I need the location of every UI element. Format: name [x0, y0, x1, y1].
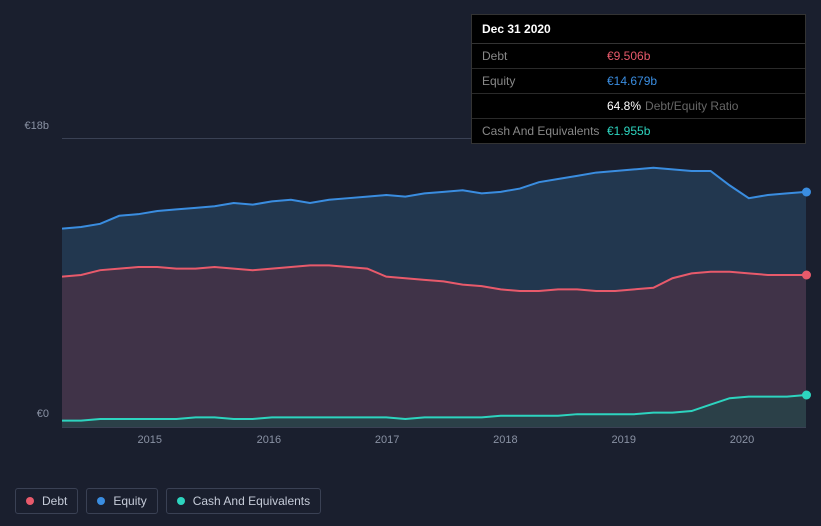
legend-item[interactable]: Equity — [86, 488, 157, 514]
x-axis-label: 2015 — [138, 434, 162, 446]
debt-area — [62, 265, 806, 427]
tooltip-row: 64.8%Debt/Equity Ratio — [472, 94, 805, 119]
x-axis-label: 2018 — [493, 434, 517, 446]
tooltip-row-label — [482, 99, 607, 113]
chart: €18b €0 2015 2016 2017 2018 2019 2020 — [15, 120, 806, 476]
tooltip-row-label: Cash And Equivalents — [482, 124, 607, 138]
tooltip-row: Cash And Equivalents€1.955b — [472, 119, 805, 143]
legend-swatch — [177, 497, 185, 505]
legend-item[interactable]: Debt — [15, 488, 78, 514]
legend-swatch — [26, 497, 34, 505]
tooltip-date: Dec 31 2020 — [472, 15, 805, 44]
data-tooltip: Dec 31 2020 Debt€9.506bEquity€14.679b64.… — [471, 14, 806, 144]
x-axis: 2015 2016 2017 2018 2019 2020 — [62, 434, 806, 454]
debt-endpoint-dot — [802, 271, 811, 280]
legend-label: Debt — [42, 494, 67, 508]
x-axis-label: 2017 — [375, 434, 399, 446]
legend-swatch — [97, 497, 105, 505]
x-axis-label: 2016 — [257, 434, 281, 446]
y-axis-label-max: €18b — [25, 120, 49, 132]
tooltip-row-value: €9.506b — [607, 49, 650, 63]
chart-svg — [62, 139, 806, 427]
tooltip-row-value: €14.679b — [607, 74, 657, 88]
tooltip-row: Debt€9.506b — [472, 44, 805, 69]
cash-endpoint-dot — [802, 391, 811, 400]
plot-area — [62, 138, 806, 428]
equity-endpoint-dot — [802, 187, 811, 196]
legend: Debt Equity Cash And Equivalents — [15, 488, 321, 514]
x-axis-label: 2020 — [730, 434, 754, 446]
tooltip-row-label: Equity — [482, 74, 607, 88]
legend-label: Cash And Equivalents — [193, 494, 310, 508]
legend-item[interactable]: Cash And Equivalents — [166, 488, 321, 514]
tooltip-row-value: 64.8%Debt/Equity Ratio — [607, 99, 738, 113]
x-axis-label: 2019 — [611, 434, 635, 446]
tooltip-row-value: €1.955b — [607, 124, 650, 138]
tooltip-row-label: Debt — [482, 49, 607, 63]
y-axis: €18b €0 — [15, 120, 55, 456]
legend-label: Equity — [113, 494, 146, 508]
y-axis-label-min: €0 — [37, 408, 49, 420]
tooltip-row: Equity€14.679b — [472, 69, 805, 94]
tooltip-row-sublabel: Debt/Equity Ratio — [645, 99, 738, 113]
